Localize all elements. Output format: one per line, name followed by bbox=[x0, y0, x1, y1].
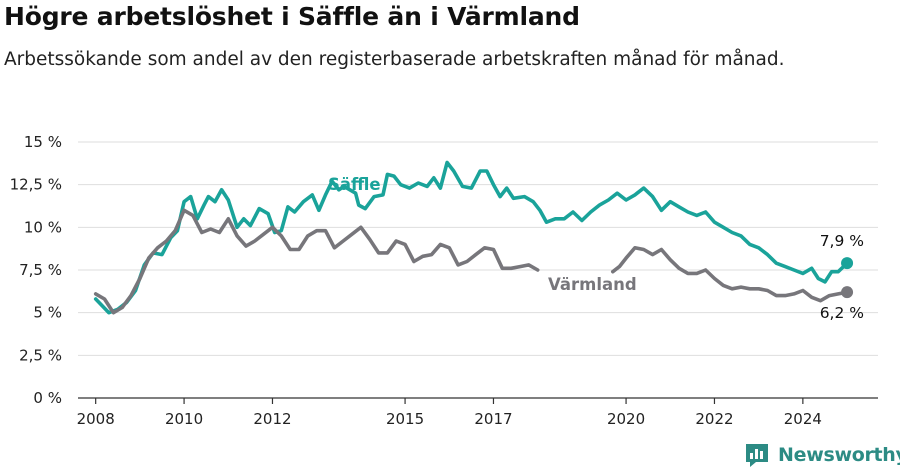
y-tick-label: 7,5 % bbox=[19, 261, 62, 279]
end-value-label-varmland: 6,2 % bbox=[820, 304, 864, 322]
x-tick-label: 2008 bbox=[77, 410, 115, 428]
y-tick-label: 12,5 % bbox=[10, 176, 62, 194]
y-tick-label: 0 % bbox=[33, 389, 62, 407]
end-point-saffle bbox=[841, 257, 854, 270]
chart-title: Högre arbetslöshet i Säffle än i Värmlan… bbox=[4, 2, 580, 31]
x-tick-label: 2012 bbox=[253, 410, 291, 428]
y-tick-label: 5 % bbox=[33, 304, 62, 322]
series-lines bbox=[93, 160, 849, 315]
brand-footer: Newsworthy bbox=[744, 442, 900, 468]
y-axis-ticks: 0 % 2,5 % 5 % 7,5 % 10 % 12,5 % 15 % bbox=[10, 133, 62, 407]
x-axis: 2008 2010 2012 2015 2017 2020 2022 2024 bbox=[77, 397, 878, 428]
newsworthy-logo-icon bbox=[746, 444, 768, 467]
end-markers bbox=[841, 257, 854, 299]
y-tick-label: 2,5 % bbox=[19, 346, 62, 364]
series-label-varmland: Värmland bbox=[548, 275, 637, 294]
x-tick-label: 2015 bbox=[386, 410, 424, 428]
x-tick-label: 2017 bbox=[474, 410, 512, 428]
x-tick-label: 2024 bbox=[784, 410, 822, 428]
series-line-varmland bbox=[611, 246, 849, 303]
gridlines bbox=[78, 141, 878, 356]
end-point-varmland bbox=[841, 286, 854, 299]
x-tick-label: 2020 bbox=[607, 410, 645, 428]
end-value-label-saffle: 7,9 % bbox=[820, 232, 864, 250]
y-tick-label: 10 % bbox=[24, 218, 62, 236]
series-label-saffle: Säffle bbox=[328, 175, 381, 194]
series-line-varmland bbox=[93, 208, 540, 315]
brand-name: Newsworthy bbox=[778, 444, 900, 466]
series-line-saffle bbox=[93, 160, 849, 315]
y-tick-label: 15 % bbox=[24, 133, 62, 151]
x-tick-label: 2010 bbox=[165, 410, 203, 428]
x-tick-label: 2022 bbox=[695, 410, 733, 428]
chart-subtitle: Arbetssökande som andel av den registerb… bbox=[4, 49, 785, 70]
